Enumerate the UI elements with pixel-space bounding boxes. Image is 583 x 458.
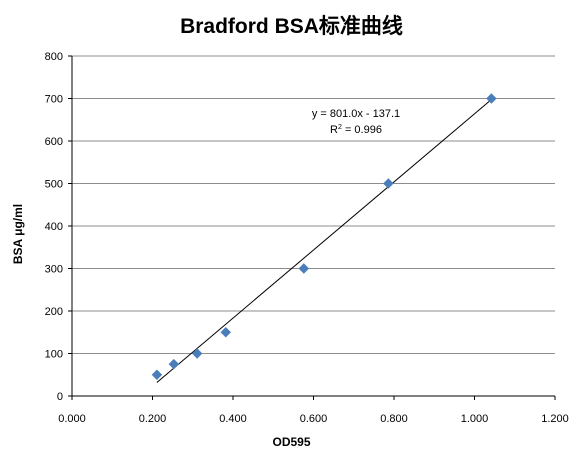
y-tick-label: 500 <box>45 179 63 191</box>
data-point <box>383 178 394 189</box>
y-tick-label: 400 <box>45 221 63 233</box>
chart-title: Bradford BSA标准曲线 <box>180 15 403 38</box>
trendline-equation: y = 801.0x - 137.1 <box>312 108 400 120</box>
trendline-layer <box>156 99 492 383</box>
x-tick-label: 0.600 <box>300 413 328 425</box>
y-tick-label: 0 <box>57 391 63 403</box>
data-point <box>220 327 231 338</box>
data-point <box>151 369 163 380</box>
y-tick-label: 600 <box>45 136 63 148</box>
x-tick-label: 0.400 <box>219 413 247 425</box>
y-tick-label: 700 <box>45 94 63 106</box>
data-point <box>168 358 180 370</box>
points-layer <box>151 93 497 380</box>
x-tick-label: 0.200 <box>139 413 167 425</box>
data-point <box>298 263 310 274</box>
y-tick-label: 200 <box>45 306 63 318</box>
data-point <box>191 348 203 359</box>
x-axis-label: OD595 <box>272 435 311 449</box>
y-tick-label: 100 <box>45 349 63 361</box>
r-squared-value: = 0.996 <box>342 124 382 136</box>
y-tick-label: 800 <box>45 51 63 63</box>
y-tick-label: 300 <box>45 264 63 276</box>
trendline <box>156 99 492 383</box>
grid-layer <box>72 55 555 354</box>
r-squared-prefix: R <box>330 124 338 136</box>
data-point <box>486 93 497 104</box>
x-tick-label: 1.200 <box>541 413 569 425</box>
r-squared-superscript: 2 <box>338 124 342 131</box>
r-squared-label: R2 = 0.996 <box>330 124 382 136</box>
x-tick-label: 0.800 <box>380 413 408 425</box>
axis-layer: 0 100 200 300 400 500 600 700 800 0.000 0.200 0.400… <box>45 51 569 425</box>
x-tick-label: 0.000 <box>58 413 86 425</box>
x-tick-label: 1.000 <box>461 413 489 425</box>
